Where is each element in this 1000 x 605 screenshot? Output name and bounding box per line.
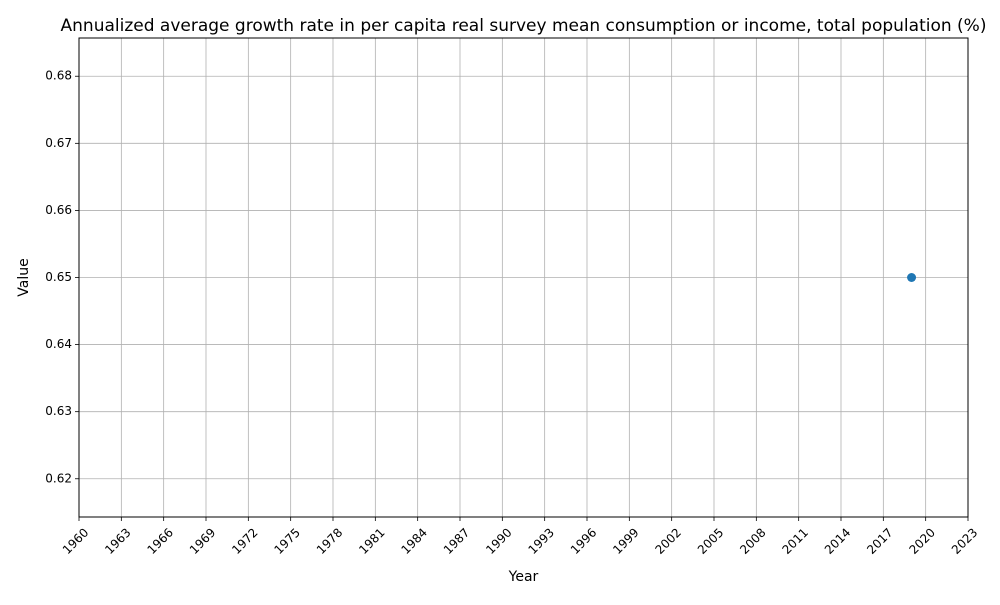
- y-tick-label: 0.63: [45, 404, 72, 418]
- y-tick-label: 0.62: [45, 471, 72, 485]
- x-tick-label: 1996: [568, 525, 599, 556]
- x-axis-ticks: 1960 1963 1966 1969 1972 1975 1978 1981 1984 1987…: [60, 517, 980, 557]
- x-tick-label: 1969: [187, 525, 218, 556]
- data-point: [907, 273, 917, 282]
- chart-title: Annualized average growth rate in per ca…: [61, 16, 987, 36]
- x-tick-label: 1972: [229, 525, 260, 556]
- x-tick-label: 2008: [737, 525, 768, 556]
- x-tick-label: 1975: [272, 525, 303, 556]
- y-tick-label: 0.67: [45, 136, 72, 150]
- grid: [78, 38, 969, 517]
- y-tick-label: 0.64: [45, 337, 72, 351]
- y-tick-label: 0.65: [45, 270, 72, 284]
- y-axis-ticks: 0.62 0.63 0.64 0.65 0.66 0.67 0.68: [45, 69, 79, 485]
- y-tick-label: 0.66: [45, 203, 72, 217]
- data-points: [907, 273, 917, 282]
- x-tick-label: 1966: [145, 525, 176, 556]
- x-axis-title: Year: [508, 569, 539, 585]
- y-axis-title: Value: [16, 258, 32, 296]
- x-tick-label: 2014: [822, 525, 853, 556]
- x-tick-label: 1981: [356, 525, 387, 556]
- x-tick-label: 1984: [399, 525, 430, 556]
- x-tick-label: 1999: [610, 525, 641, 556]
- x-tick-label: 1993: [526, 525, 557, 556]
- x-tick-label: 2005: [695, 525, 726, 556]
- y-tick-label: 0.68: [45, 69, 72, 83]
- x-tick-label: 2020: [907, 525, 938, 556]
- x-tick-label: 2017: [864, 525, 895, 556]
- x-tick-label: 1978: [314, 525, 345, 556]
- x-tick-label: 1990: [483, 525, 514, 556]
- x-tick-label: 1987: [441, 525, 472, 556]
- x-tick-label: 2023: [949, 525, 980, 556]
- x-tick-label: 1960: [60, 525, 91, 556]
- x-tick-label: 1963: [102, 525, 133, 556]
- x-tick-label: 2011: [780, 525, 811, 556]
- x-tick-label: 2002: [653, 525, 684, 556]
